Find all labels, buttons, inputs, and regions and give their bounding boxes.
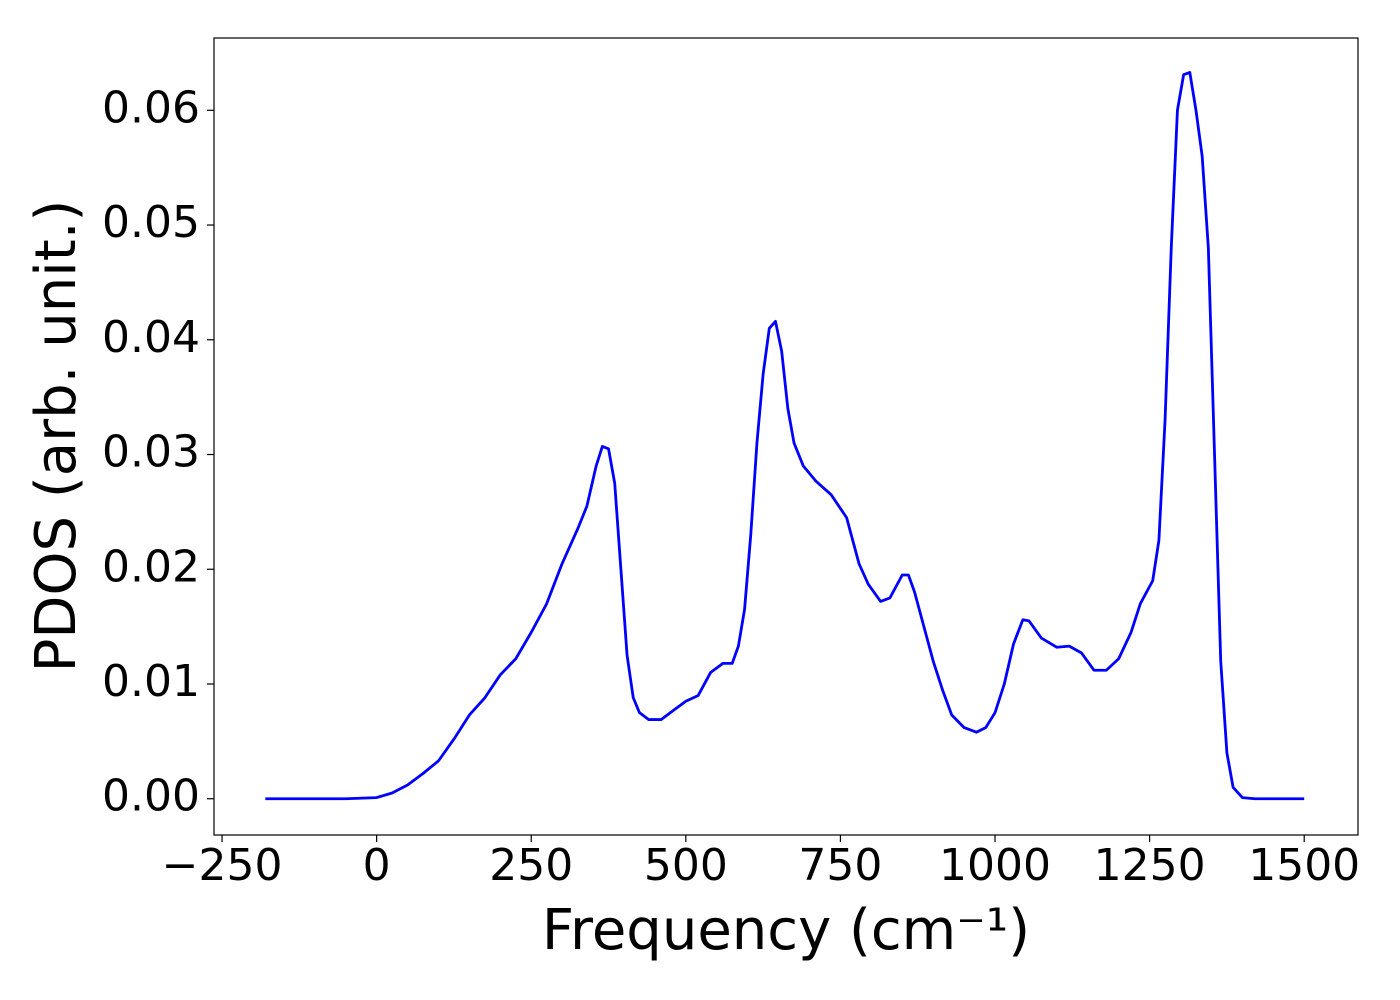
y-tick-label: 0.05	[102, 197, 200, 248]
x-tick-label: −250	[162, 840, 283, 891]
y-tick-label: 0.01	[102, 656, 200, 707]
x-tick-label: 1250	[1094, 840, 1206, 891]
y-tick-label: 0.02	[102, 541, 200, 592]
x-tick-label: 1000	[939, 840, 1051, 891]
x-tick-label: 1500	[1248, 840, 1360, 891]
plot-frame	[213, 37, 1359, 836]
y-tick-label: 0.03	[102, 427, 200, 478]
line	[265, 71, 1305, 801]
x-tick-label: 250	[489, 840, 573, 891]
y-tick-label: 0.00	[102, 771, 200, 822]
y-tick-label: 0.06	[102, 82, 200, 133]
x-axis-label: Frequency (cm⁻¹)	[542, 898, 1030, 963]
x-tick-label: 750	[798, 840, 882, 891]
y-axis-label: PDOS (arb. unit.)	[24, 200, 89, 673]
x-tick-label: 0	[363, 840, 391, 891]
y-tick-label: 0.04	[102, 312, 200, 363]
x-tick-label: 500	[644, 840, 728, 891]
